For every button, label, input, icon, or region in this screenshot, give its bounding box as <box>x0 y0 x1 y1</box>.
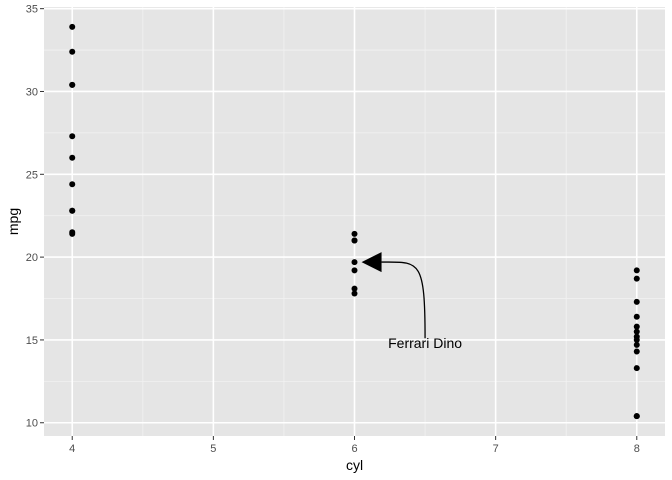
y-tick-label: 15 <box>26 335 38 347</box>
y-tick-labels: 10 15 20 25 30 35 <box>26 4 38 430</box>
data-point <box>351 259 358 266</box>
data-point <box>633 348 640 355</box>
x-tick-label: 4 <box>69 443 75 455</box>
x-tick-label: 6 <box>351 443 357 455</box>
data-point <box>351 230 358 237</box>
major-gridlines <box>44 7 665 436</box>
data-point <box>633 341 640 348</box>
data-point <box>633 328 640 335</box>
x-tick-label: 8 <box>634 443 640 455</box>
x-axis-title: cyl <box>346 457 363 473</box>
data-points <box>69 23 640 420</box>
x-tick-labels: 4 5 6 7 8 <box>69 443 640 455</box>
data-point <box>351 267 358 274</box>
data-point <box>633 336 640 343</box>
axis-ticks <box>40 8 638 440</box>
data-point <box>69 48 76 55</box>
y-tick-label: 25 <box>26 169 38 181</box>
data-point <box>69 81 76 88</box>
y-tick-label: 30 <box>26 86 38 98</box>
data-point <box>633 267 640 274</box>
y-tick-label: 10 <box>26 418 38 430</box>
data-point <box>633 298 640 305</box>
data-point <box>351 237 358 244</box>
y-tick-label: 20 <box>26 252 38 264</box>
data-point <box>633 275 640 282</box>
data-point <box>69 133 76 140</box>
data-point <box>69 207 76 214</box>
data-point <box>69 181 76 188</box>
y-axis-title: mpg <box>5 208 21 235</box>
data-point <box>633 413 640 420</box>
data-point <box>69 154 76 161</box>
data-point <box>69 230 76 237</box>
annotation-arrowhead <box>361 252 382 273</box>
x-tick-label: 7 <box>493 443 499 455</box>
data-point <box>633 365 640 372</box>
data-point <box>633 323 640 330</box>
annotation-label: Ferrari Dino <box>388 335 462 351</box>
data-point <box>351 285 358 292</box>
annotation-arrow-line <box>381 261 426 339</box>
y-tick-label: 35 <box>26 4 38 16</box>
x-tick-label: 5 <box>210 443 216 455</box>
data-point <box>351 290 358 297</box>
annotation-layer: Ferrari Dino <box>361 252 462 351</box>
data-point <box>69 23 76 30</box>
data-point <box>633 313 640 320</box>
